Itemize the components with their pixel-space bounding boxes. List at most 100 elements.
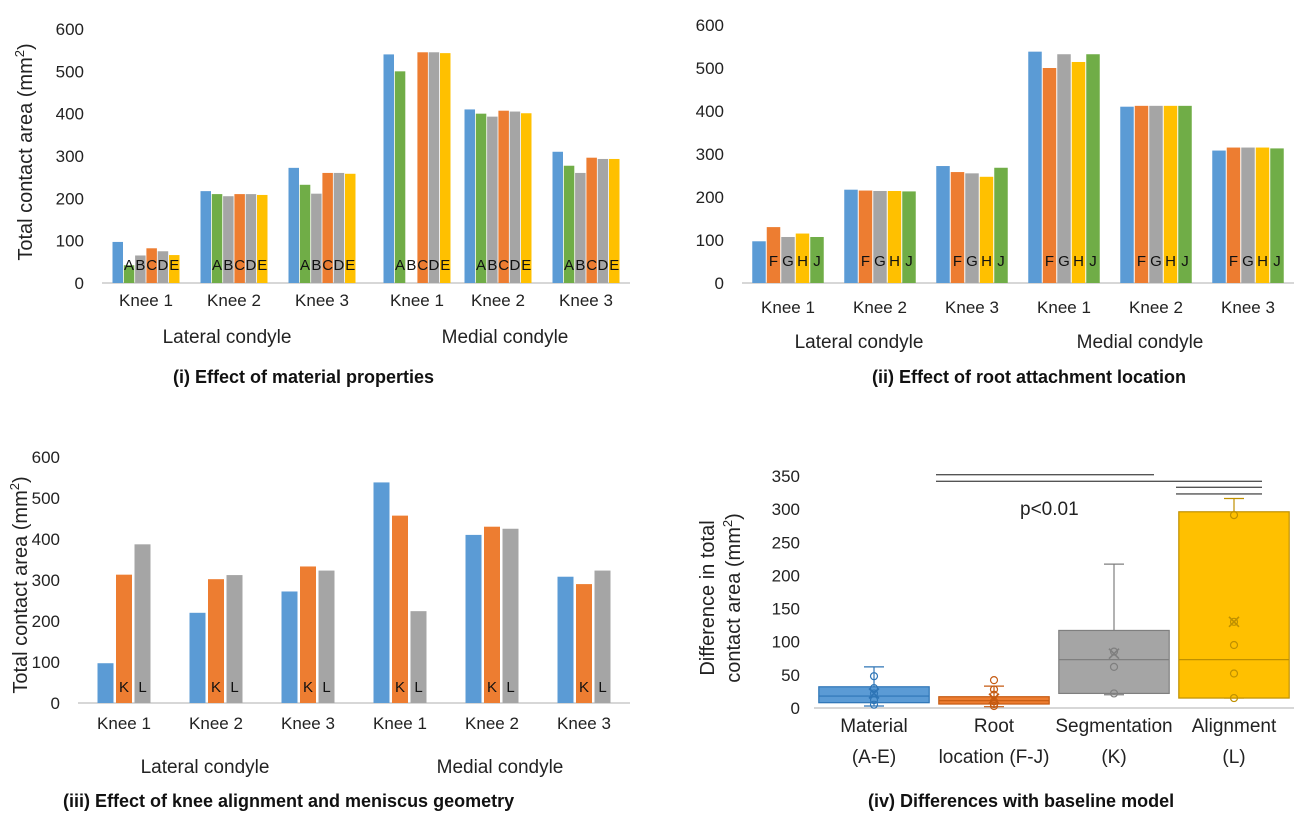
bar bbox=[281, 591, 298, 703]
x-tick-label-line2: location (F-J) bbox=[939, 747, 1050, 768]
svg-text:Total contact area (mm2): Total contact area (mm2) bbox=[12, 43, 37, 260]
x-tick-label: Knee 2 bbox=[465, 714, 519, 733]
box-iqr bbox=[818, 686, 930, 704]
mean-marker bbox=[988, 693, 1000, 705]
x-tick-label: Knee 2 bbox=[853, 298, 907, 317]
data-point bbox=[1229, 511, 1239, 520]
y-tick-label: 100 bbox=[32, 653, 60, 672]
data-point bbox=[989, 701, 999, 711]
chart-title-ii: (ii) Effect of root attachment location bbox=[872, 367, 1187, 387]
y-tick-label: 300 bbox=[696, 145, 724, 164]
bar-letter-label: E bbox=[345, 257, 355, 274]
x-tick-label: Knee 3 bbox=[557, 714, 611, 733]
y-tick-label: 500 bbox=[56, 62, 84, 81]
bar bbox=[1071, 61, 1086, 284]
bar bbox=[1120, 106, 1134, 283]
bar bbox=[318, 570, 335, 703]
x-tick-label-line2: (K) bbox=[1101, 747, 1126, 768]
bar bbox=[902, 191, 916, 283]
x-tick-label-line2: (A-E) bbox=[852, 747, 896, 768]
bar-letter-label: L bbox=[322, 679, 330, 696]
box-iqr bbox=[1058, 629, 1170, 695]
y-tick-label: 0 bbox=[75, 274, 84, 293]
bar-letter-label: J bbox=[1089, 253, 1097, 270]
data-point bbox=[1229, 693, 1239, 703]
bar bbox=[487, 116, 498, 283]
x-tick-label: Knee 2 bbox=[189, 714, 243, 733]
mean-marker bbox=[868, 687, 880, 699]
bar-letter-label: H bbox=[1165, 253, 1176, 270]
y-tick-label: 300 bbox=[56, 147, 84, 166]
data-point bbox=[1229, 617, 1239, 626]
bar bbox=[810, 236, 824, 283]
bar-letter-label: B bbox=[487, 257, 497, 274]
bar-letter-label: C bbox=[322, 257, 333, 274]
bar bbox=[288, 167, 299, 283]
bar bbox=[594, 570, 611, 703]
mean-marker bbox=[1108, 648, 1120, 660]
bar-letter-label: F bbox=[1229, 253, 1238, 270]
data-point bbox=[1109, 689, 1119, 698]
data-point bbox=[1229, 640, 1239, 650]
bar bbox=[211, 194, 223, 283]
bar-letter-label: A bbox=[564, 257, 574, 274]
bar-letter-label: E bbox=[257, 257, 267, 274]
bar bbox=[1270, 148, 1284, 283]
data-point bbox=[989, 676, 999, 685]
bar bbox=[586, 157, 597, 283]
bar-letter-label: H bbox=[797, 253, 808, 270]
bar-letter-label: G bbox=[782, 253, 794, 270]
y-tick-label: 400 bbox=[32, 530, 60, 549]
bar-letter-label: C bbox=[146, 257, 157, 274]
bar-letter-label: D bbox=[246, 257, 257, 274]
bar-letter-label: A bbox=[124, 257, 134, 274]
y-tick-label: 250 bbox=[772, 533, 800, 552]
bar bbox=[97, 663, 114, 703]
bar-letter-label: D bbox=[334, 257, 345, 274]
bar bbox=[223, 196, 234, 283]
y-tick-label: 100 bbox=[696, 231, 724, 250]
bar bbox=[394, 71, 406, 283]
bar bbox=[994, 167, 1008, 283]
bar-letter-label: H bbox=[1073, 253, 1084, 270]
y-tick-label: 600 bbox=[696, 16, 724, 35]
bar bbox=[509, 111, 521, 283]
bar bbox=[464, 109, 475, 283]
bar-letter-label: H bbox=[889, 253, 900, 270]
bar-letter-label: F bbox=[1045, 253, 1054, 270]
bar-letter-label: A bbox=[476, 257, 486, 274]
y-tick-label: 200 bbox=[56, 189, 84, 208]
bar bbox=[1255, 147, 1270, 283]
bar-letter-label: L bbox=[598, 679, 606, 696]
bar bbox=[300, 566, 316, 703]
x-tick-label: Knee 1 bbox=[373, 714, 427, 733]
bar-letter-label: L bbox=[414, 679, 422, 696]
x-tick-label: Knee 3 bbox=[945, 298, 999, 317]
y-tick-label: 100 bbox=[772, 633, 800, 652]
bar-letter-label: L bbox=[230, 679, 238, 696]
bar-letter-label: K bbox=[303, 679, 313, 696]
bar bbox=[226, 575, 243, 703]
bar-letter-label: B bbox=[223, 257, 233, 274]
y-tick-label: 150 bbox=[772, 600, 800, 619]
y-tick-label: 350 bbox=[772, 467, 800, 486]
bar-letter-label: G bbox=[1058, 253, 1070, 270]
bar bbox=[383, 54, 394, 284]
bar-letter-label: B bbox=[575, 257, 585, 274]
y-tick-label: 100 bbox=[56, 232, 84, 251]
box-3 bbox=[1058, 563, 1170, 698]
bar-letter-label: B bbox=[406, 257, 416, 274]
bar bbox=[169, 255, 180, 283]
significance-annotation: p<0.01 bbox=[1020, 499, 1079, 520]
data-point bbox=[1229, 669, 1239, 678]
chart-differences-baseline: Difference in total contact area (mm2) 0… bbox=[697, 467, 1294, 768]
bar-letter-label: K bbox=[119, 679, 129, 696]
group-label: Medial condyle bbox=[437, 757, 564, 778]
bar-letter-label: E bbox=[609, 257, 619, 274]
y-tick-label: 600 bbox=[32, 448, 60, 467]
y-tick-label: 200 bbox=[696, 188, 724, 207]
bar bbox=[392, 515, 408, 703]
bar bbox=[1163, 105, 1178, 283]
bar bbox=[1134, 105, 1149, 283]
y-axis-label: Total contact area (mm2) bbox=[7, 476, 32, 693]
